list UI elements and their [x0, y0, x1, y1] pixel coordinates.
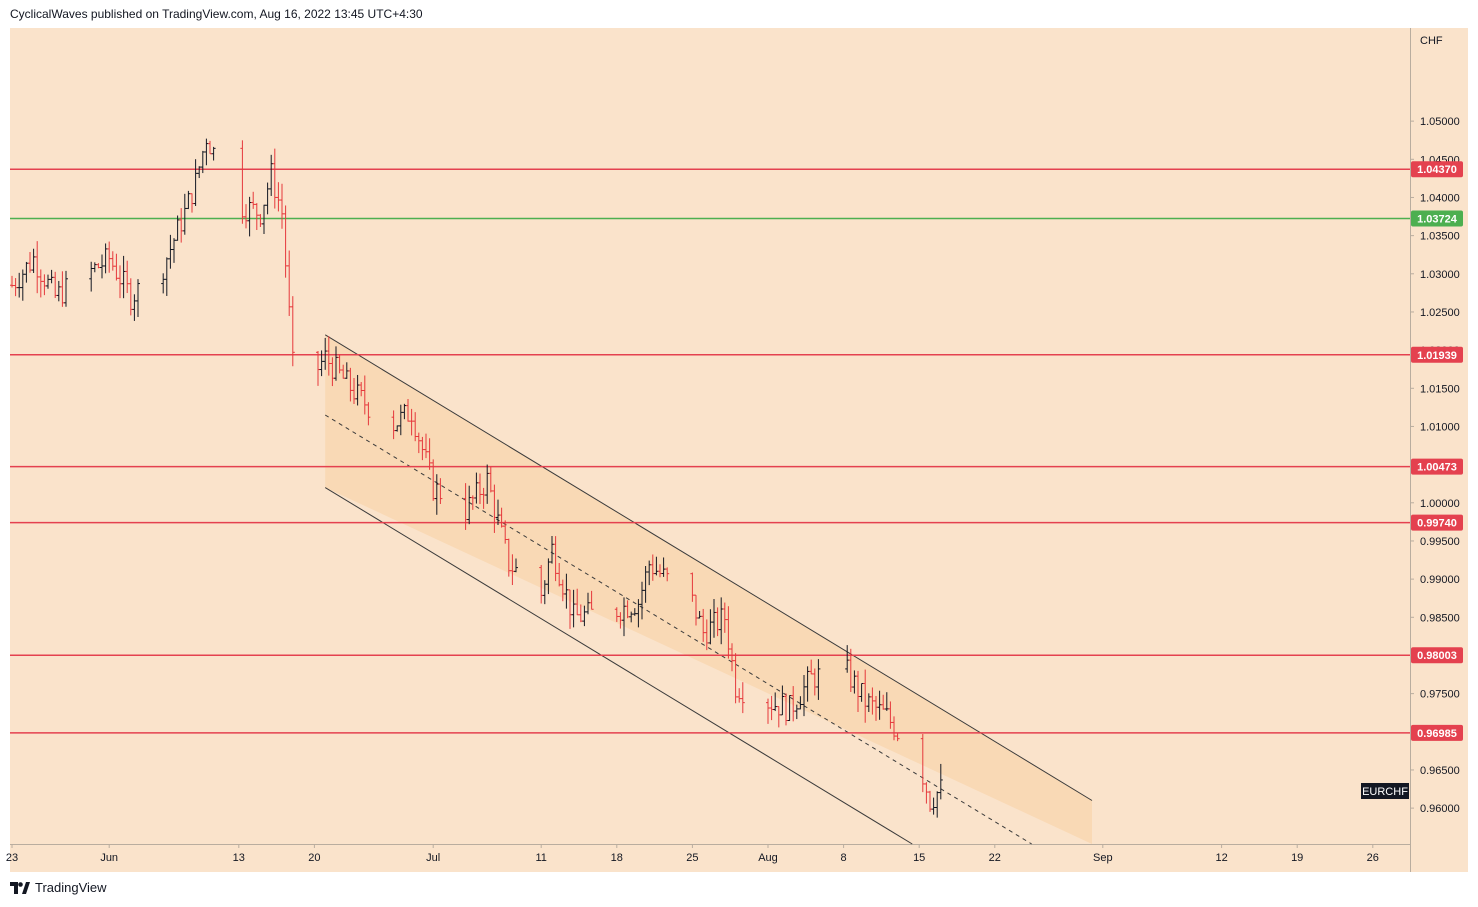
tradingview-logo-icon	[10, 881, 30, 894]
candle	[895, 733, 900, 742]
x-tick-label: 15	[913, 852, 925, 864]
candle	[589, 590, 594, 610]
level-price-badge	[1411, 161, 1463, 178]
y-tick-label: 1.02500	[1420, 307, 1460, 319]
symbol-badge: EURCHF	[1361, 783, 1409, 799]
x-tick-label: 26	[1367, 852, 1379, 864]
candle	[514, 558, 518, 573]
time-axis-background	[10, 844, 1410, 872]
footer-brand-label: TradingView	[35, 880, 107, 895]
x-tick-label: 13	[233, 852, 245, 864]
candle	[665, 567, 670, 582]
candle	[816, 659, 821, 700]
y-tick-label: 0.96500	[1420, 765, 1460, 777]
channel-middle-line[interactable]	[324, 414, 1032, 845]
symbol-badge-bg	[1361, 783, 1409, 799]
y-tick-label: 1.03500	[1420, 231, 1460, 243]
level-price-label: 1.00473	[1417, 462, 1457, 474]
x-tick-label: 18	[611, 852, 623, 864]
level-price-label: 1.04370	[1417, 164, 1457, 176]
x-tick-label: Jul	[426, 852, 440, 864]
x-tick-label: Aug	[758, 852, 778, 864]
level-price-badge	[1411, 647, 1463, 664]
channel-fill	[325, 334, 1092, 844]
level-price-badge	[1411, 458, 1463, 475]
level-price-label: 1.01939	[1417, 350, 1457, 362]
x-tick-label: 23	[6, 852, 18, 864]
y-tick-label: 1.01000	[1420, 421, 1460, 433]
y-tick-label: 1.05000	[1420, 116, 1460, 128]
level-price-label: 0.99740	[1417, 518, 1457, 530]
y-tick-label: 0.97500	[1420, 689, 1460, 701]
candle	[740, 682, 745, 714]
x-tick-label: 20	[308, 852, 320, 864]
y-tick-label: 1.01500	[1420, 383, 1460, 395]
plot-background	[10, 28, 1410, 844]
y-tick-label: 1.03000	[1420, 269, 1460, 281]
level-price-label: 0.96985	[1417, 728, 1457, 740]
candle	[290, 296, 295, 367]
level-price-badge	[1411, 724, 1463, 741]
y-tick-label: 0.96000	[1420, 803, 1460, 815]
candle	[211, 146, 216, 161]
x-tick-label: 19	[1291, 852, 1303, 864]
x-tick-label: 11	[535, 852, 546, 864]
y-tick-label: 1.00000	[1420, 498, 1460, 510]
candle	[64, 270, 68, 307]
publish-attribution: CyclicalWaves published on TradingView.c…	[10, 7, 423, 21]
level-price-badge	[1411, 210, 1463, 227]
x-tick-label: 22	[989, 852, 1001, 864]
footer-brand: TradingView	[10, 880, 107, 895]
symbol-label: EURCHF	[1362, 786, 1408, 798]
level-price-label: 0.98003	[1417, 650, 1457, 662]
candle	[438, 478, 443, 504]
x-tick-label: 8	[841, 852, 847, 864]
y-tick-label: 1.04000	[1420, 192, 1460, 204]
x-tick-label: Jun	[100, 852, 118, 864]
x-tick-label: 12	[1215, 852, 1227, 864]
y-tick-label: 0.99000	[1420, 574, 1460, 586]
y-tick-label: 0.98500	[1420, 612, 1460, 624]
level-price-label: 1.03724	[1417, 214, 1458, 226]
channel-upper-line[interactable]	[324, 334, 1093, 801]
level-price-badge	[1411, 346, 1463, 363]
level-price-badge	[1411, 514, 1463, 531]
currency-label: CHF	[1420, 35, 1443, 47]
candle	[136, 279, 140, 317]
candle	[938, 763, 943, 800]
channel-lower-line[interactable]	[324, 487, 913, 845]
x-tick-label: Sep	[1093, 852, 1113, 864]
candle	[366, 402, 371, 426]
y-tick-label: 0.99500	[1420, 536, 1460, 548]
x-tick-label: 25	[686, 852, 698, 864]
